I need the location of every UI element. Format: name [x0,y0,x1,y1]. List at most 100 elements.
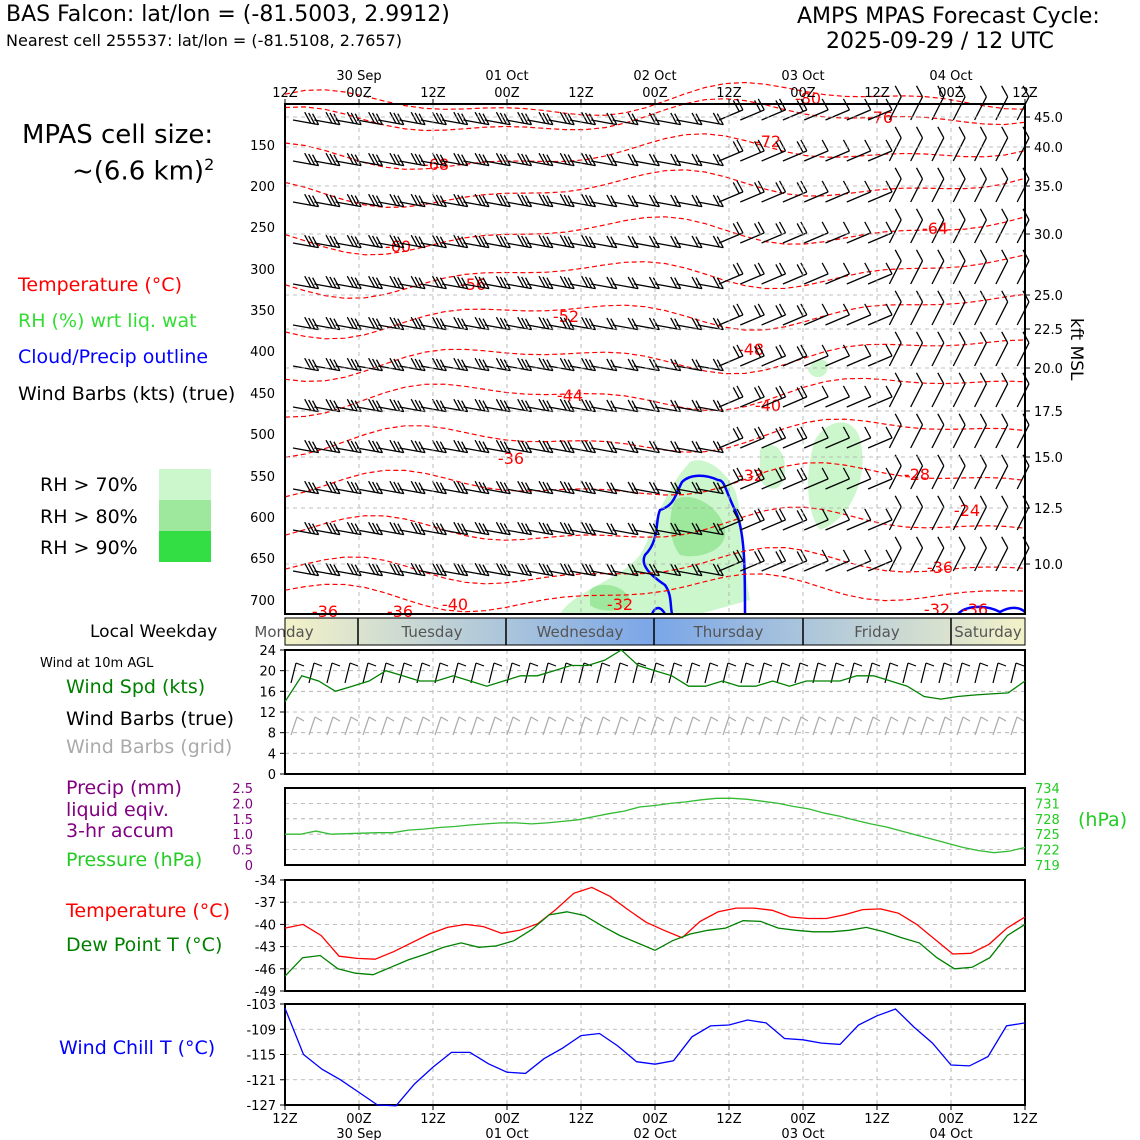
wind-barb-flag [538,398,546,411]
wind-barb-flag [495,562,503,575]
wind-barb-flag [581,193,589,206]
surface-barb-true [398,662,405,684]
wind-barb-flag [757,467,765,480]
wind-panel-title: Wind at 10m AGL [40,656,154,671]
temperature-contour-label: -36 [962,600,988,619]
bottom-hour-tick-label: 00Z [346,1112,372,1127]
wind-barb-flag [581,234,589,247]
wind-barb-staff [846,437,872,449]
wind-barb-flag [517,234,525,247]
wind-barb-flag [346,521,354,534]
y-tick-label-height: 40.0 [1034,141,1063,156]
wind-barb-flag [563,481,571,494]
wind-barb-flag [563,522,571,535]
wind-barb-flag [670,399,678,412]
wind-barb-staff [867,150,893,162]
wind-barb-flag [478,440,486,453]
temperature-contour [284,98,1026,132]
bottom-hour-tick-label: 00Z [642,1112,668,1127]
wind-barb-flag [304,562,312,575]
wind-barb-flag [695,154,703,166]
surface-barb-true-flag [385,662,395,667]
surface-barb-grid-flag [422,716,431,722]
wind-barb-flag [368,357,376,370]
wind-barb-flag [581,111,589,124]
wind-barb-flag [435,276,444,289]
wind-barb-flag [958,495,966,508]
wind-barb-flag [495,357,503,370]
wind-barb-flag [542,481,550,494]
wind-barb-flag [525,277,533,289]
wind-barb-flag [546,482,554,494]
wind-barb-flag [610,523,618,535]
wind-barb-flag [674,564,682,576]
wind-barb-flag [546,400,554,412]
surface-barb-grid-flag [638,716,647,722]
wind-barb-flag [495,480,503,493]
series-line [284,1007,1026,1107]
y-tick-label-height: 10.0 [1034,558,1063,573]
wind-barb-flag [732,305,740,317]
panel-frame [284,787,1026,866]
wind-barb-flag [821,262,829,275]
wind-barb-flag [610,482,618,494]
wind-barb-staff [995,301,1009,326]
surface-barb-true [1010,662,1017,684]
wind-barb-flag [885,344,893,357]
wind-barb-flag [521,522,529,535]
wind-barb-flag [610,400,618,412]
wind-barb-flag [474,521,482,534]
surface-barb-true-flag [907,662,917,667]
wind-barb-staff [1016,383,1030,408]
wind-barb-flag [329,317,337,330]
wind-barb-flag [304,234,312,247]
top-hour-tick-label: 12Z [864,86,890,101]
wind-barb-flag [559,480,567,493]
y-tick-label: -34 [255,874,276,889]
wind-barb-flag [333,277,341,289]
wind-barb-flag [389,234,397,247]
wind-barb-flag [538,357,546,370]
wind-barb-flag [736,467,744,480]
wind-barb-flag [753,223,762,235]
panel-frame [284,649,1026,775]
cell-size-label: MPAS cell size: [22,120,214,150]
wind-barb-flag [308,112,316,125]
wind-barb-flag [453,398,461,411]
surface-barb-true [524,662,531,684]
wind-barb-flag [435,112,444,125]
y-tick-label-pressure: 700 [250,594,275,609]
wind-barb-flag [842,221,851,234]
wind-barb-staff [803,396,829,408]
wind-barb-staff [910,547,924,572]
wind-barb-flag [312,113,320,125]
surface-barb-true-flag [331,662,341,667]
wind-barb-flag [542,522,550,535]
y-tick-label: -37 [255,896,276,911]
wind-barb-flag [312,564,320,576]
wind-barb-flag [439,359,447,371]
wind-barb-flag [648,522,657,535]
y-tick-label: -115 [246,1049,276,1064]
surface-barb-true [776,662,783,684]
temperature-contour-label: -48 [738,340,764,359]
wind-barb-staff [825,150,850,162]
wind-barb-flag [542,563,550,576]
wind-barb-staff [888,383,902,408]
surface-barb-grid [344,716,352,736]
wind-barb-staff [867,232,893,244]
precip-accum-label: 3-hr accum [66,820,174,842]
temperature-contour [284,254,1026,299]
wind-barb-flag [397,441,405,453]
wind-barb-flag [670,358,678,371]
wind-barb-flag [885,426,893,439]
top-hour-tick-label: 00Z [346,86,372,101]
wind-barb-flag [732,469,740,481]
surface-barb-grid-flag [368,716,377,722]
wind-barb-flag [371,276,380,289]
wind-barb-flag [389,398,397,411]
wind-barb-flag [371,440,380,453]
wind-barb-flag [606,481,614,494]
wind-barb-flag [538,193,546,206]
y-tick-label: 4 [268,747,276,762]
